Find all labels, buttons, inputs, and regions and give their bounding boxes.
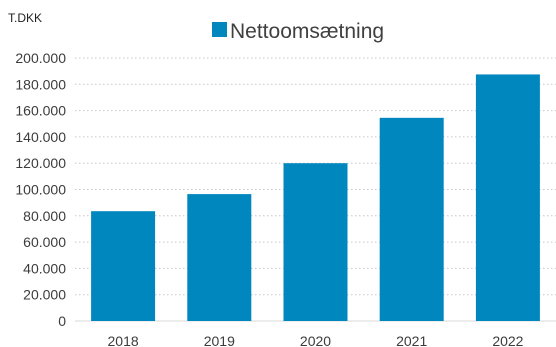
unit-label: T.DKK [8, 11, 42, 25]
y-tick-label: 20.000 [23, 287, 66, 303]
legend-swatch [212, 22, 227, 37]
y-tick-label: 0 [58, 313, 66, 329]
legend: Nettoomsætning [212, 20, 384, 43]
bars [91, 74, 540, 322]
legend-label: Nettoomsætning [230, 20, 384, 43]
y-tick-label: 180.000 [15, 76, 66, 92]
bar-2022 [475, 74, 540, 321]
x-tick-label: 2018 [108, 333, 139, 347]
x-axis: 2018 2019 2020 2021 2022 [108, 333, 524, 347]
bar-2019 [187, 194, 252, 321]
y-tick-label: 100.000 [15, 182, 66, 198]
y-tick-label: 80.000 [23, 208, 66, 224]
y-tick-label: 160.000 [15, 103, 66, 119]
bar-2018 [91, 211, 156, 321]
bar-2021 [379, 117, 444, 322]
x-tick-label: 2021 [396, 333, 427, 347]
y-tick-label: 120.000 [15, 155, 66, 171]
y-axis: 0 20.000 40.000 60.000 80.000 100.000 120.000 1… [15, 50, 66, 329]
x-tick-label: 2019 [204, 333, 235, 347]
x-tick-label: 2022 [492, 333, 523, 347]
y-tick-label: 140.000 [15, 129, 66, 145]
bar-2020 [283, 163, 348, 321]
y-tick-label: 60.000 [23, 234, 66, 250]
y-tick-label: 200.000 [15, 50, 66, 66]
y-tick-label: 40.000 [23, 260, 66, 276]
x-tick-label: 2020 [300, 333, 331, 347]
